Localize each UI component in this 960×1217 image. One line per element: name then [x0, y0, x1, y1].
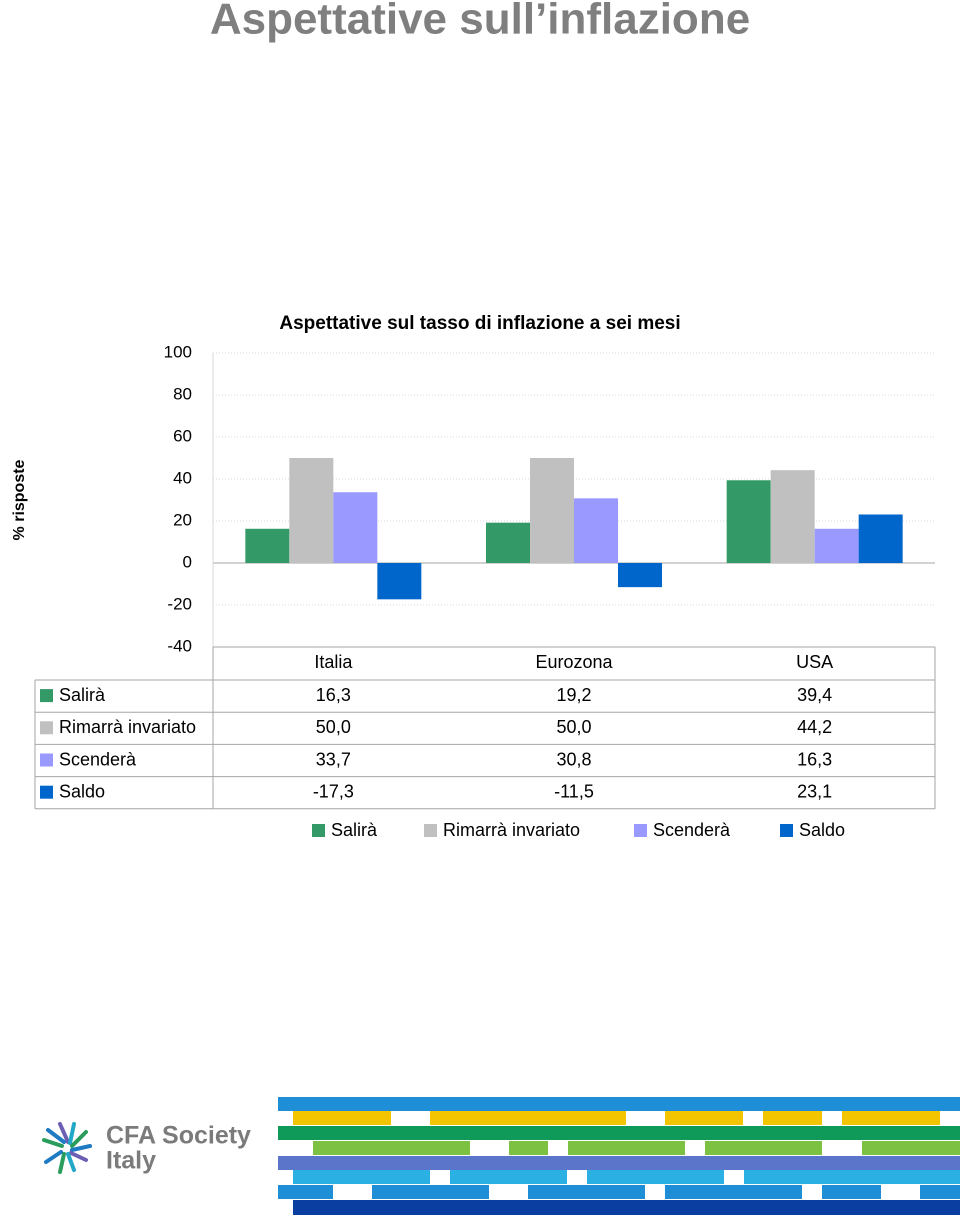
table-cell: 16,3	[797, 749, 832, 769]
logo: CFA Society Italy	[42, 1122, 251, 1175]
chart-title: Aspettative sul tasso di inflazione a se…	[279, 313, 680, 334]
table-cell: 33,7	[316, 749, 351, 769]
table-cell: 50,0	[556, 717, 591, 737]
y-tick-label: 40	[173, 468, 192, 487]
bar	[486, 522, 530, 563]
table-cell: 50,0	[316, 717, 351, 737]
table-row-label: Rimarrà invariato	[59, 717, 196, 737]
legend-swatch	[40, 785, 53, 799]
decorative-stripes	[278, 1097, 960, 1215]
plot: -40 -20 0 20 40 60 80 100 Italia Eurozona USA Salir…	[34, 342, 936, 840]
y-tick-label: -40	[167, 636, 192, 655]
bar	[726, 480, 771, 563]
legend-swatch	[424, 824, 437, 837]
legend-label: Salirà	[331, 820, 378, 840]
table-cell: -17,3	[313, 781, 354, 801]
bar	[245, 528, 290, 563]
y-tick-label: 20	[173, 510, 192, 529]
y-tick-label: -20	[167, 594, 192, 613]
y-tick-label: 60	[173, 426, 192, 445]
logo-text: CFA Society	[106, 1122, 251, 1150]
y-axis-label: % risposte	[11, 459, 28, 540]
legend-label: Scenderà	[653, 820, 731, 840]
table-cell: -11,5	[554, 781, 594, 801]
bar	[333, 492, 378, 563]
bar	[814, 528, 859, 563]
bar	[530, 458, 574, 563]
bar	[377, 563, 422, 600]
y-tick-label: 80	[173, 384, 192, 403]
bar	[770, 470, 815, 563]
table-row-label: Salirà	[59, 685, 106, 705]
y-tick-label: 0	[183, 552, 192, 571]
table-cell: 30,8	[556, 749, 591, 769]
table-row-label: Saldo	[59, 781, 105, 801]
bar	[574, 498, 618, 563]
table-cell: 19,2	[556, 685, 591, 705]
bar	[289, 458, 334, 563]
table-cell: 44,2	[797, 717, 832, 737]
logo-icon	[42, 1122, 92, 1174]
bar	[858, 514, 903, 563]
table-cell: 23,1	[797, 781, 832, 801]
x-tick-label: USA	[796, 652, 833, 672]
x-tick-label: Italia	[314, 652, 353, 672]
page-title: Aspettative sull’inflazione	[210, 0, 750, 44]
legend-label: Saldo	[799, 820, 845, 840]
legend-label: Rimarrà invariato	[443, 820, 580, 840]
legend-swatch	[40, 689, 53, 703]
table-row-label: Scenderà	[59, 749, 137, 769]
legend-swatch	[40, 753, 53, 767]
x-tick-label: Eurozona	[535, 652, 613, 672]
legend-swatch	[780, 824, 793, 837]
legend-swatch	[40, 721, 53, 735]
legend-swatch	[312, 824, 325, 837]
logo-text: Italy	[106, 1147, 156, 1175]
y-tick-label: 100	[164, 342, 192, 361]
table-cell: 16,3	[316, 685, 351, 705]
bar	[618, 563, 662, 588]
legend-swatch	[634, 824, 647, 837]
table-cell: 39,4	[797, 685, 832, 705]
